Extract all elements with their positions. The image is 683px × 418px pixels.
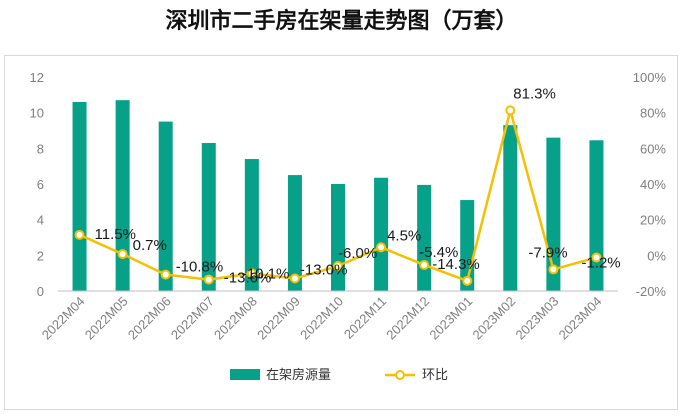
x-tick-2022M07: 2022M07	[168, 294, 217, 343]
bar-2022M08	[244, 159, 259, 291]
data-label: -6.0%	[338, 245, 377, 262]
y-right-tick: 0%	[647, 248, 666, 263]
x-tick-2022M12: 2022M12	[383, 294, 432, 343]
y-left-tick: 2	[37, 248, 44, 263]
line-point-2022M05	[117, 249, 128, 260]
bar-2022M07	[201, 142, 216, 291]
line-point-2022M11	[376, 242, 387, 253]
y-right-tick: 60%	[640, 141, 666, 156]
y-left-tick: 6	[37, 177, 44, 192]
legend: 在架房源量 环比	[230, 367, 448, 383]
x-tick-2022M05: 2022M05	[82, 294, 131, 343]
bar-2023M04	[589, 140, 604, 291]
x-tick-2022M11: 2022M11	[341, 294, 389, 342]
data-label: -10.1%	[242, 265, 290, 282]
y-left-tick: 0	[37, 284, 44, 299]
line-point-2022M12	[419, 259, 430, 270]
line-point-2022M07	[203, 274, 214, 285]
data-label: -13.0%	[300, 262, 348, 279]
x-tick-2023M03: 2023M03	[513, 294, 562, 343]
line-series	[74, 105, 602, 286]
bar-2022M09	[287, 175, 302, 291]
y-left-tick: 8	[37, 141, 44, 156]
data-label: 81.3%	[513, 85, 556, 102]
data-label: -10.8%	[176, 259, 224, 276]
line-point-2023M02	[505, 105, 516, 116]
bar-series	[72, 100, 604, 292]
legend-swatch-bar	[230, 369, 260, 380]
chart-frame	[4, 55, 678, 410]
bar-2022M05	[115, 100, 130, 291]
y-left-tick: 4	[37, 213, 44, 228]
bar-2022M06	[158, 121, 173, 291]
bar-2022M11	[374, 177, 389, 291]
y-right-tick: 80%	[640, 106, 666, 121]
y-left-tick: 10	[30, 106, 44, 121]
data-label: 4.5%	[387, 227, 421, 244]
line-point-2022M09	[289, 273, 300, 284]
line-point-2022M06	[160, 269, 171, 280]
line-point-2023M01	[462, 275, 473, 286]
line-point-2022M04	[74, 229, 85, 240]
x-tick-2022M09: 2022M09	[254, 294, 303, 343]
line-point-2023M03	[548, 264, 559, 275]
x-tick-2022M06: 2022M06	[125, 294, 174, 343]
y-left-tick: 12	[30, 70, 44, 85]
legend-label-bar: 在架房源量	[266, 367, 331, 383]
bar-2022M04	[72, 101, 87, 291]
data-labels: 11.5%0.7% -10.8%-13.6%-10.1% -13.0%-6.0% 4.…	[95, 85, 621, 286]
bar-2023M02	[503, 125, 518, 292]
data-label: 0.7%	[133, 237, 167, 254]
chart-title: 深圳市二手房在架量走势图（万套）	[165, 9, 518, 34]
data-label: -1.2%	[581, 254, 620, 271]
data-label: -14.3%	[432, 256, 480, 273]
data-label: -5.4%	[419, 244, 458, 261]
line-point-2023M04	[591, 252, 602, 263]
data-label: -7.9%	[528, 244, 567, 261]
x-tick-2023M04: 2023M04	[556, 294, 605, 343]
line-point-2022M08	[246, 268, 257, 279]
x-tick-2023M01: 2023M01	[426, 294, 475, 343]
data-label: -13.6%	[224, 270, 272, 287]
x-tick-2022M10: 2022M10	[297, 294, 346, 343]
y-right-tick: -20%	[636, 284, 667, 299]
y-right-tick: 20%	[640, 213, 666, 228]
x-tick-2022M04: 2022M04	[39, 294, 88, 343]
data-label: 11.5%	[95, 226, 136, 243]
y-right-tick: 100%	[633, 70, 667, 85]
x-tick-2023M02: 2023M02	[469, 294, 518, 343]
line-point-2022M10	[333, 261, 343, 272]
y-right-tick: 40%	[640, 177, 666, 192]
legend-label-line: 环比	[422, 368, 448, 383]
x-tick-2022M08: 2022M08	[211, 294, 260, 343]
legend-marker-line	[395, 370, 405, 380]
